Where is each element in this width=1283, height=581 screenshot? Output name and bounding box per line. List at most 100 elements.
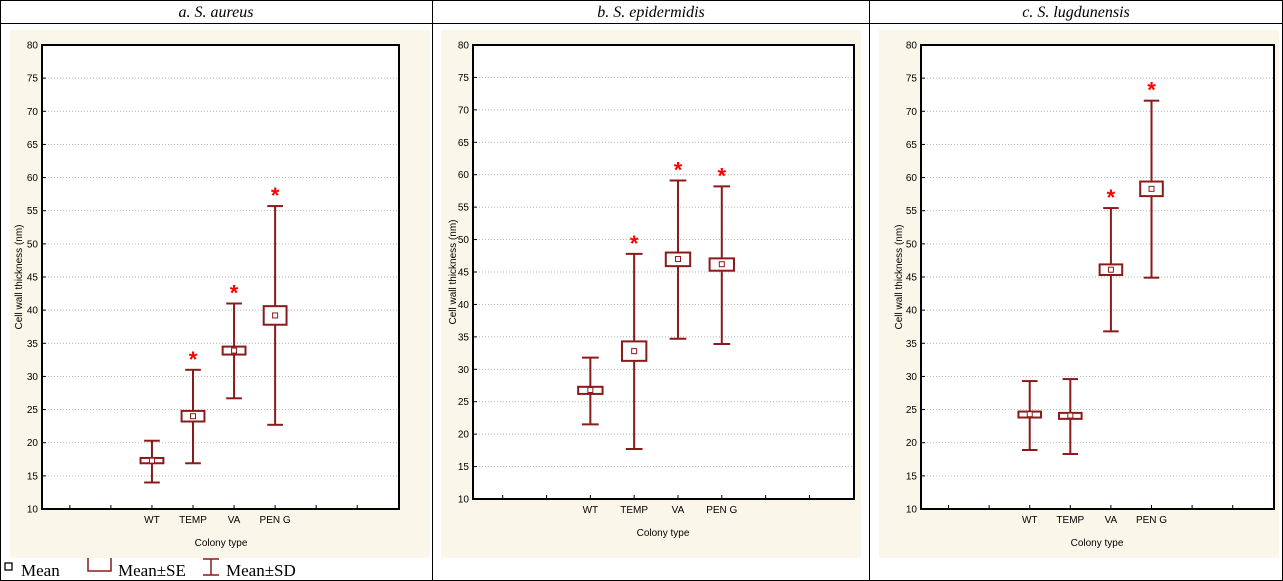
- y-tick-label: 25: [906, 405, 918, 416]
- mean-marker: [272, 312, 279, 319]
- significance-star: *: [230, 281, 239, 306]
- mean-marker: [1067, 412, 1074, 419]
- plot-frame: [472, 44, 855, 500]
- mean-marker: [148, 457, 155, 464]
- mean-marker: [674, 256, 681, 263]
- y-tick-label: 20: [458, 430, 470, 441]
- y-axis-title: Cell wall thickness (nm): [14, 224, 25, 329]
- mean-marker: [231, 347, 238, 354]
- y-tick-label: 60: [906, 173, 918, 184]
- y-tick-label: 65: [906, 140, 918, 151]
- significance-star: *: [718, 163, 727, 188]
- se-box-icon: [87, 558, 112, 572]
- x-tick-label: WT: [583, 505, 599, 516]
- y-tick-label: 30: [27, 372, 39, 383]
- y-tick-label: 20: [906, 438, 918, 449]
- y-axis-title: Cell wall thickness (nm): [894, 224, 905, 329]
- y-tick-label: 55: [458, 203, 470, 214]
- y-tick-label: 35: [458, 332, 470, 343]
- chart-panel-c: 10 15 20 25 30 35 40 45 50 55 60 65 70 75 80 WT TEMP VA PE…: [879, 30, 1279, 558]
- mean-marker: [1148, 185, 1155, 192]
- x-tick-label: PEN G: [260, 515, 291, 526]
- y-tick-label: 15: [906, 471, 918, 482]
- y-tick-label: 80: [27, 41, 39, 52]
- x-tick-label: VA: [1105, 515, 1118, 526]
- panel-title-b: b. S. epidermidis: [597, 4, 705, 21]
- legend-sd-label: Mean±SD: [226, 561, 296, 580]
- panel-title-a: a. S. aureus: [179, 4, 254, 21]
- x-tick-label: VA: [228, 515, 241, 526]
- x-tick-label: TEMP: [179, 515, 207, 526]
- significance-star: *: [1107, 185, 1116, 210]
- y-tick-label: 50: [27, 239, 39, 250]
- y-tick-label: 45: [27, 273, 39, 284]
- y-tick-label: 60: [27, 173, 39, 184]
- y-tick-label: 55: [906, 206, 918, 217]
- x-tick-label: WT: [1022, 515, 1038, 526]
- mean-marker: [587, 387, 594, 394]
- y-tick-label: 40: [458, 300, 470, 311]
- mean-marker: [718, 261, 725, 268]
- legend: Mean Mean±SE Mean±SD: [4, 558, 296, 580]
- y-tick-label: 40: [27, 306, 39, 317]
- y-tick-label: 80: [906, 41, 918, 52]
- mean-marker: [190, 413, 197, 420]
- y-tick-label: 80: [458, 41, 470, 52]
- x-tick-label: PEN G: [706, 505, 737, 516]
- chart-panel-a: 10 15 20 25 30 35 40 45 50 55 60 65 70 75 80 WT TEMP VA PE…: [10, 30, 430, 558]
- y-tick-label: 35: [906, 339, 918, 350]
- y-tick-label: 75: [458, 73, 470, 84]
- y-tick-label: 40: [906, 306, 918, 317]
- y-tick-label: 70: [27, 107, 39, 118]
- legend-se-label: Mean±SE: [118, 561, 186, 580]
- x-axis-title: Colony type: [1071, 538, 1124, 549]
- y-tick-label: 65: [27, 140, 39, 151]
- y-tick-label: 75: [27, 74, 39, 85]
- y-tick-label: 20: [27, 438, 39, 449]
- plot-frame: [41, 44, 400, 510]
- significance-star: *: [674, 158, 683, 183]
- x-axis-title: Colony type: [637, 528, 690, 539]
- y-axis-title: Cell wall thickness (nm): [448, 219, 459, 324]
- y-tick-label: 25: [458, 397, 470, 408]
- y-tick-label: 10: [27, 505, 39, 516]
- plot-frame: [920, 44, 1275, 510]
- panel-title-c: c. S. lugdunensis: [1022, 4, 1130, 21]
- x-tick-label: TEMP: [620, 505, 648, 516]
- y-tick-label: 45: [458, 268, 470, 279]
- y-tick-label: 30: [458, 365, 470, 376]
- y-tick-label: 30: [906, 372, 918, 383]
- x-tick-label: TEMP: [1056, 515, 1084, 526]
- x-tick-label: PEN G: [1136, 515, 1167, 526]
- y-tick-label: 35: [27, 339, 39, 350]
- significance-star: *: [271, 183, 280, 208]
- y-tick-label: 50: [906, 239, 918, 250]
- y-tick-label: 10: [906, 505, 918, 516]
- x-tick-label: WT: [144, 515, 160, 526]
- sd-whisker-icon: [203, 558, 219, 576]
- x-tick-label: VA: [672, 505, 685, 516]
- y-tick-label: 60: [458, 170, 470, 181]
- y-tick-label: 25: [27, 405, 39, 416]
- mean-marker-icon: [4, 562, 13, 571]
- significance-star: *: [189, 347, 198, 372]
- mean-marker: [631, 348, 638, 355]
- y-tick-label: 75: [906, 74, 918, 85]
- y-tick-label: 45: [906, 273, 918, 284]
- significance-star: *: [1147, 78, 1156, 103]
- y-tick-label: 70: [458, 105, 470, 116]
- y-tick-label: 65: [458, 138, 470, 149]
- y-tick-label: 70: [906, 107, 918, 118]
- y-tick-label: 10: [458, 495, 470, 506]
- significance-star: *: [630, 231, 639, 256]
- mean-marker: [1026, 411, 1033, 418]
- y-tick-label: 55: [27, 206, 39, 217]
- y-tick-label: 15: [458, 462, 470, 473]
- chart-panel-b: 10 15 20 25 30 35 40 45 50 55 60 65 70 75 80 WT TEMP VA PE…: [441, 30, 861, 558]
- legend-mean-label: Mean: [21, 561, 60, 580]
- y-tick-label: 50: [458, 235, 470, 246]
- mean-marker: [1107, 266, 1114, 273]
- y-tick-label: 15: [27, 471, 39, 482]
- x-axis-title: Colony type: [195, 538, 248, 549]
